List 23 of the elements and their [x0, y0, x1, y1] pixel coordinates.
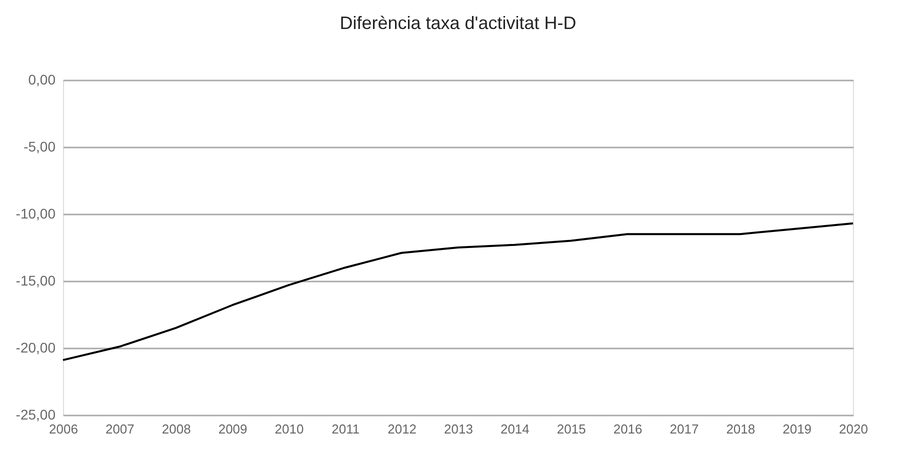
- line-series: [62, 222, 854, 362]
- x-tick-label: 2018: [726, 422, 756, 436]
- x-tick-label: 2015: [556, 422, 586, 436]
- x-tick-label: 2016: [613, 422, 642, 436]
- x-tick-label: 2008: [162, 422, 191, 436]
- chart-title: Diferència taxa d'activitat H-D: [340, 13, 576, 33]
- x-tick-label: 2014: [500, 422, 530, 436]
- y-tick-label: -25,00: [16, 406, 56, 422]
- x-tick-label: 2020: [839, 422, 868, 436]
- x-tick-label: 2017: [670, 422, 699, 436]
- x-tick-label: 2013: [444, 422, 473, 436]
- y-tick-label: 0,00: [28, 72, 56, 88]
- x-tick-label: 2011: [332, 422, 360, 436]
- y-tick-label: -5,00: [24, 138, 56, 154]
- x-tick-label: 2012: [388, 422, 417, 436]
- y-tick-label: -20,00: [16, 340, 56, 356]
- x-tick-label: 2009: [218, 422, 248, 436]
- y-tick-label: -15,00: [16, 272, 56, 288]
- x-tick-label: 2019: [782, 422, 812, 436]
- y-tick-label: -10,00: [16, 206, 56, 222]
- x-tick-label: 2010: [274, 422, 304, 436]
- x-tick-label: 2007: [105, 422, 134, 436]
- x-tick-label: 2006: [49, 422, 78, 436]
